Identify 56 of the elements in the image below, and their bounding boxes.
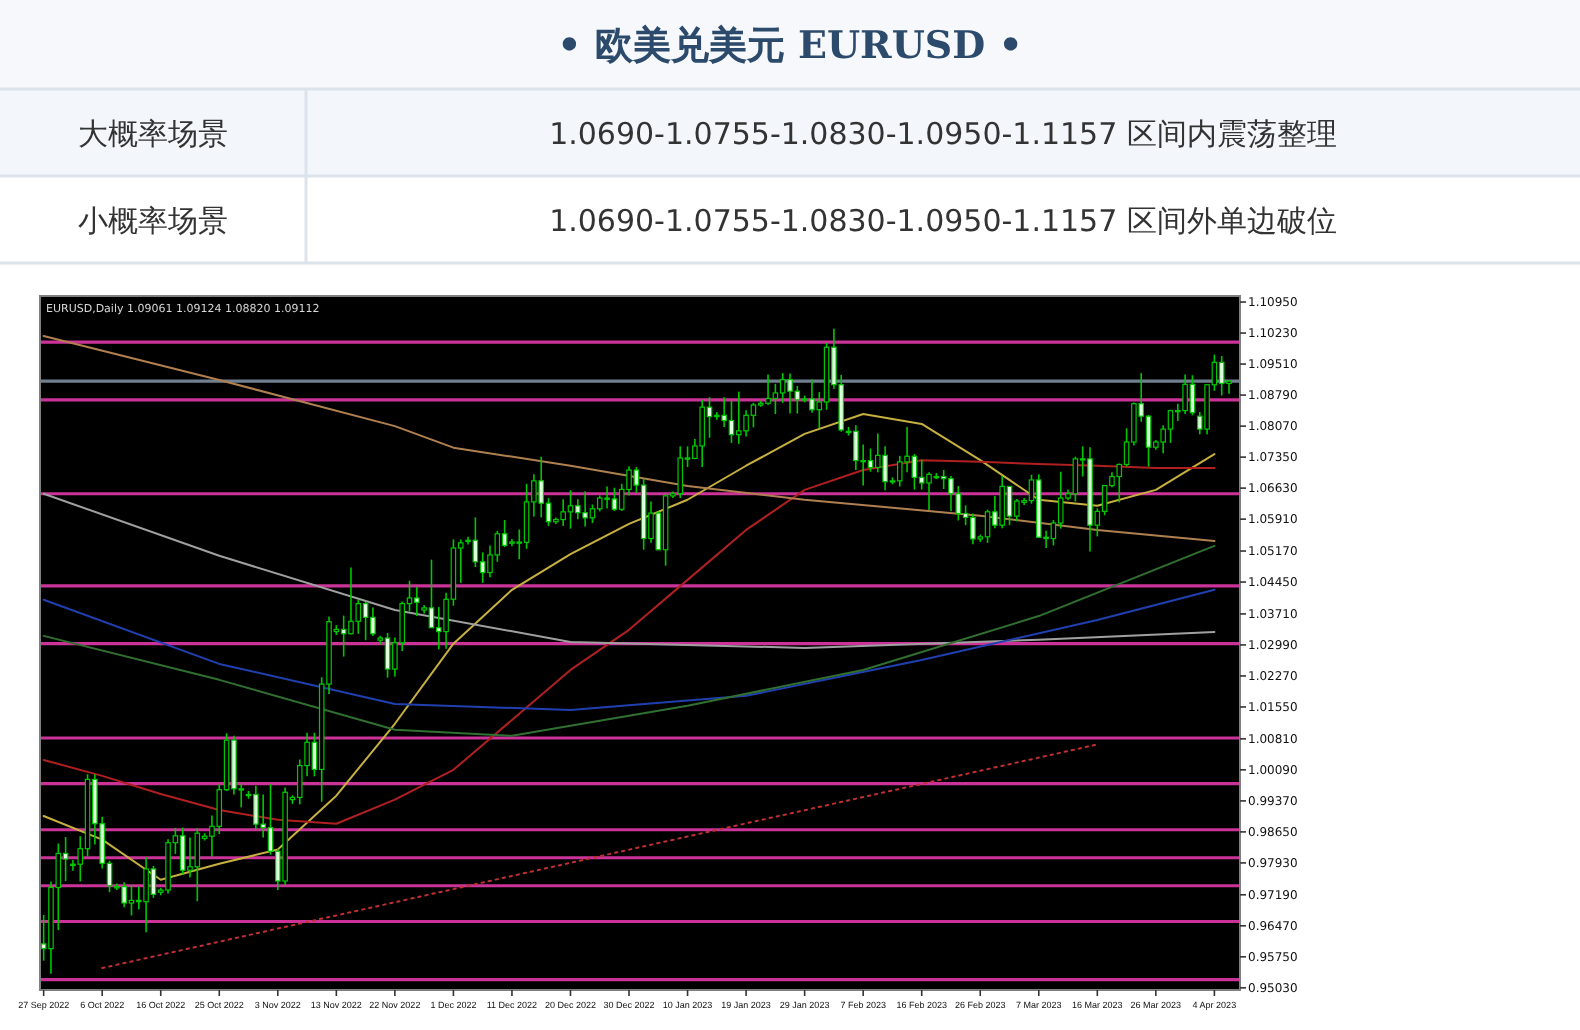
- candlestick: [948, 475, 954, 512]
- candlestick: [523, 483, 530, 550]
- candlestick: [750, 402, 757, 429]
- candlestick: [677, 445, 684, 499]
- candlestick: [428, 558, 435, 629]
- text: 大概率场景: [78, 115, 228, 152]
- candlestick: [1218, 355, 1225, 397]
- candlestick: [1072, 455, 1079, 503]
- candlestick: [253, 785, 259, 831]
- candlestick: [589, 503, 596, 524]
- candlestick: [370, 606, 376, 637]
- line-series: [42, 413, 1216, 881]
- candlestick: [143, 856, 149, 934]
- text: 1.0690-1.0755-1.0830-1.0950-1.1157 区间内震荡整理: [549, 115, 1337, 152]
- candlestick: [340, 614, 347, 658]
- candlestick: [62, 836, 69, 882]
- candlestick: [867, 447, 874, 473]
- candlestick: [765, 373, 771, 406]
- candlestick: [721, 396, 727, 428]
- text: 小概率场景: [78, 202, 228, 239]
- text: 1.0690-1.0755-1.0830-1.0950-1.1157 区间外单边破位: [549, 202, 1337, 239]
- candlestick: [165, 838, 171, 895]
- candlestick: [787, 372, 793, 415]
- candlestick: [128, 884, 135, 917]
- candlestick: [348, 566, 354, 636]
- candlestick: [575, 498, 581, 520]
- candlestick: [194, 827, 201, 903]
- candlestick: [362, 601, 369, 641]
- candlestick: [435, 606, 442, 651]
- candlestick: [501, 519, 508, 548]
- candlestick: [611, 486, 618, 512]
- candlestick: [999, 475, 1005, 529]
- candlestick: [1182, 373, 1188, 415]
- candlestick: [604, 485, 610, 510]
- candlestick: [560, 498, 566, 527]
- candlestick: [384, 632, 391, 679]
- candlestick: [179, 826, 186, 876]
- candlestick: [970, 512, 976, 545]
- candlestick: [414, 585, 420, 617]
- line-series: [42, 459, 1216, 825]
- candlestick: [582, 490, 588, 528]
- candlestick: [735, 390, 742, 445]
- candlestick: [984, 508, 991, 544]
- candlestick: [121, 881, 127, 909]
- candlestick: [567, 489, 574, 530]
- candlestick: [706, 396, 713, 439]
- candlestick: [1167, 408, 1174, 444]
- candlestick: [538, 455, 545, 519]
- candlestick: [150, 865, 157, 899]
- candlestick: [187, 836, 193, 879]
- candlestick: [699, 399, 705, 468]
- candlestick: [714, 411, 720, 421]
- chart-title: • 欧美兑美元 EURUSD •: [557, 24, 1023, 68]
- candlestick: [772, 383, 779, 415]
- candlestick: [1006, 485, 1013, 526]
- candlestick: [918, 458, 925, 491]
